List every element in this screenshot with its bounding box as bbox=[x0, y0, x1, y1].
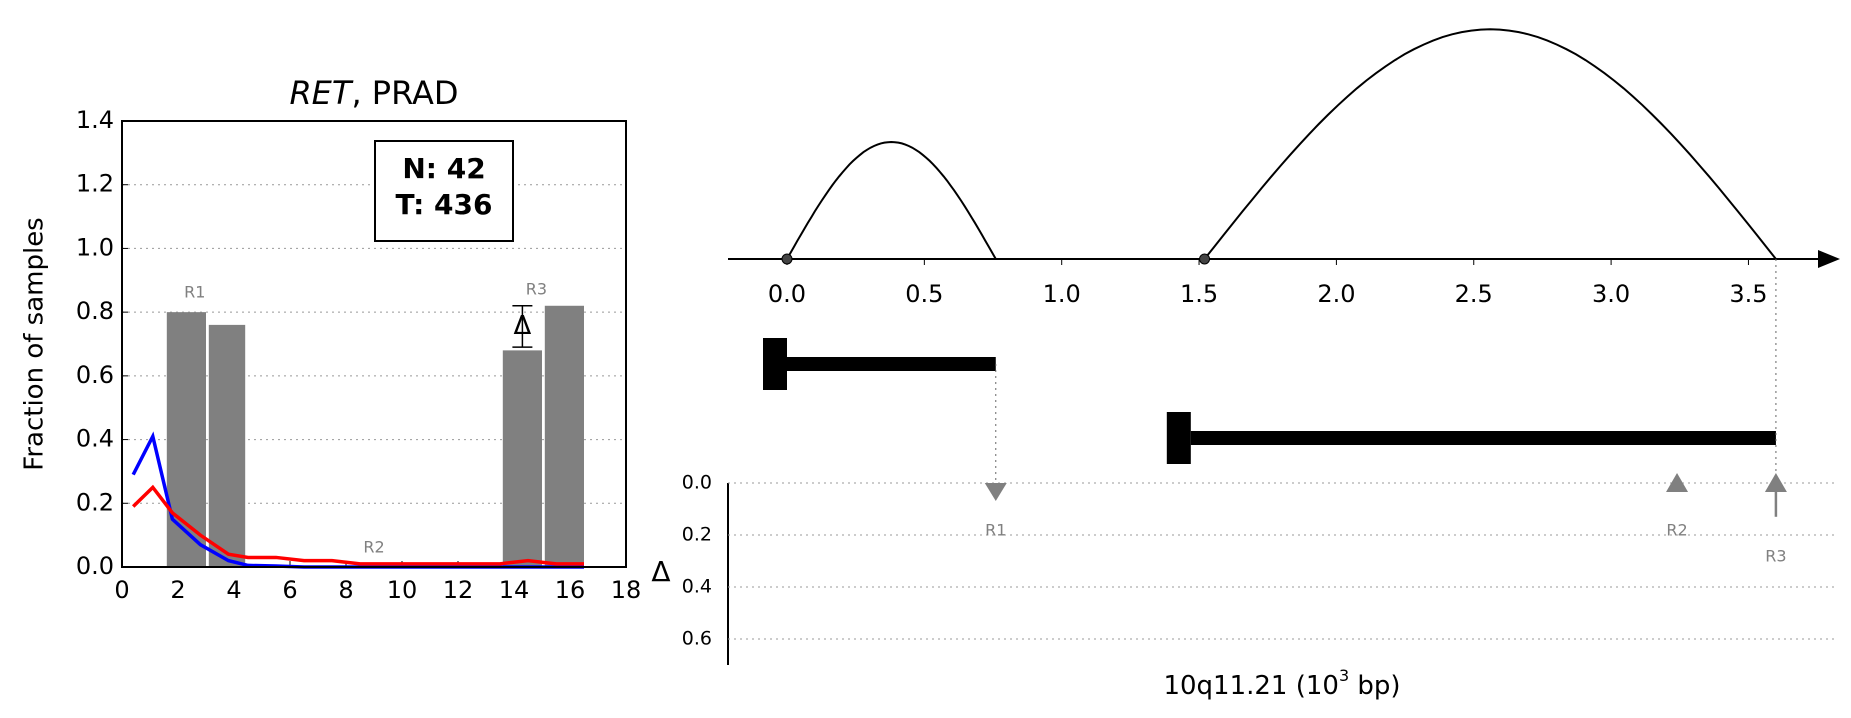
region-label: R3 bbox=[526, 279, 547, 298]
y-tick-label: 0.2 bbox=[682, 524, 712, 546]
x-tick-label: 0.5 bbox=[905, 280, 943, 308]
x-tick-label: 4 bbox=[226, 576, 241, 604]
axes-frame bbox=[121, 120, 627, 568]
bar bbox=[208, 324, 246, 567]
marker-label: R1 bbox=[985, 521, 1006, 540]
bar bbox=[502, 350, 542, 567]
x-tick-label: 18 bbox=[611, 576, 642, 604]
x-tick-label: 10 bbox=[387, 576, 418, 604]
y-axis-label: Fraction of samples bbox=[20, 217, 50, 470]
gene-name: RET bbox=[289, 74, 353, 112]
x-axis-label: 10q11.21 (103 bp) bbox=[1163, 666, 1400, 701]
y-tick-label: 0.4 bbox=[682, 576, 712, 598]
gene-start-cap bbox=[1166, 412, 1191, 464]
x-tick-label: 0 bbox=[114, 576, 129, 604]
arc bbox=[786, 140, 997, 260]
y-tick-label: 1.2 bbox=[76, 170, 114, 198]
y-axis-label: Δ bbox=[651, 555, 670, 588]
delta-marker bbox=[1666, 473, 1689, 492]
x-tick-label: 8 bbox=[338, 576, 353, 604]
y-tick-label: 0.0 bbox=[682, 472, 712, 494]
x-label-tail: bp) bbox=[1349, 671, 1400, 701]
delta-marker bbox=[984, 483, 1007, 501]
x-tick-label: 2 bbox=[170, 576, 185, 604]
y-tick-label: 1.0 bbox=[76, 233, 114, 261]
region-label: R2 bbox=[363, 537, 384, 556]
x-tick-label: 3.5 bbox=[1729, 280, 1767, 308]
x-tick-label: 14 bbox=[499, 576, 530, 604]
cancer-type: , PRAD bbox=[351, 74, 458, 112]
x-tick-label: 0.0 bbox=[768, 280, 806, 308]
gene-body bbox=[787, 357, 996, 371]
marker-label: R2 bbox=[1666, 521, 1687, 540]
x-tick-label: 2.5 bbox=[1455, 280, 1493, 308]
y-tick-label: 1.4 bbox=[76, 106, 114, 134]
line-series bbox=[131, 484, 584, 566]
x-tick-label: 16 bbox=[555, 576, 586, 604]
marker-label: R3 bbox=[1765, 546, 1786, 565]
arc-anchor bbox=[781, 253, 793, 265]
axis-arrow bbox=[1818, 250, 1840, 268]
gene-start-cap bbox=[763, 338, 787, 390]
x-tick-label: 2.0 bbox=[1317, 280, 1355, 308]
y-tick-label: 0.4 bbox=[76, 425, 114, 453]
count-label: T: 436 bbox=[396, 188, 493, 221]
delta-marker bbox=[1764, 473, 1787, 492]
counts-box bbox=[374, 140, 514, 242]
gene-body bbox=[1190, 431, 1776, 445]
region-label: R1 bbox=[184, 283, 205, 302]
bar bbox=[166, 312, 206, 567]
x-tick-label: 1.5 bbox=[1180, 280, 1218, 308]
x-label-superscript: 3 bbox=[1339, 666, 1349, 685]
bar bbox=[544, 305, 584, 567]
y-tick-label: 0.0 bbox=[76, 552, 114, 580]
x-tick-label: 1.0 bbox=[1043, 280, 1081, 308]
y-tick-label: 0.8 bbox=[76, 297, 114, 325]
count-label: N: 42 bbox=[402, 152, 485, 185]
y-tick-label: 0.6 bbox=[76, 361, 114, 389]
x-tick-label: 6 bbox=[282, 576, 297, 604]
arc bbox=[1203, 28, 1777, 260]
delta-label: Δ bbox=[514, 311, 532, 341]
x-tick-label: 12 bbox=[443, 576, 474, 604]
x-label-text: 10q11.21 (10 bbox=[1163, 671, 1339, 701]
chart-title: RET, PRAD bbox=[289, 74, 458, 112]
y-tick-label: 0.2 bbox=[76, 488, 114, 516]
y-tick-label: 0.6 bbox=[682, 628, 712, 650]
arc-anchor bbox=[1199, 253, 1211, 265]
x-tick-label: 3.0 bbox=[1592, 280, 1630, 308]
